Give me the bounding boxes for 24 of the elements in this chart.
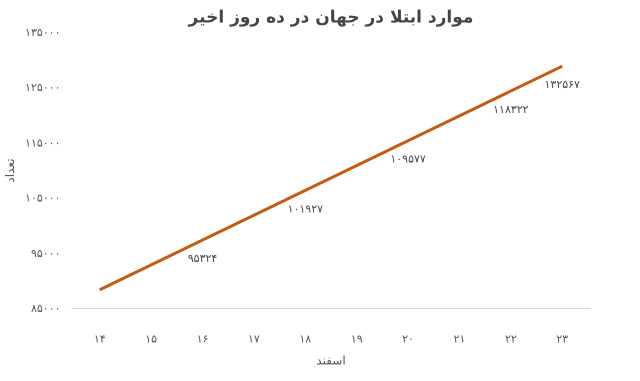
x-tick-label: ۱۸ — [299, 332, 312, 346]
y-tick-label: ۹۵۰۰۰ — [30, 246, 61, 260]
chart-title: موارد ابتلا در جهان در ده روز اخیر — [188, 8, 474, 28]
y-tick-label: ۱۱۵۰۰۰ — [25, 136, 61, 150]
x-tick-label: ۲۱ — [454, 332, 466, 346]
x-tick-label: ۱۶ — [196, 332, 208, 346]
y-axis-title: تعداد — [3, 158, 18, 183]
x-tick-label: ۱۵ — [145, 332, 158, 346]
annotation: ۱۱۸۳۲۲ — [493, 103, 529, 116]
annotation: ۹۵۳۲۴ — [188, 252, 218, 266]
y-tick-label: ۸۵۰۰۰ — [30, 302, 61, 315]
x-axis-title: اسفند — [316, 354, 346, 368]
x-tick-label: ۱۴ — [94, 332, 106, 346]
y-tick-label: ۱۲۵۰۰۰ — [25, 81, 61, 94]
y-tick-label: ۱۳۵۰۰۰ — [25, 26, 61, 39]
x-tick-label: ۱۹ — [350, 332, 363, 346]
annotation: ۱۰۱۹۲۷ — [288, 202, 324, 216]
x-tick-label: ۲۰ — [402, 332, 414, 346]
y-tick-label: ۱۰۵۰۰۰ — [25, 192, 61, 205]
x-tick-label: ۱۷ — [248, 332, 260, 346]
annotation: ۱۳۲۵۶۷ — [544, 78, 580, 92]
x-tick-label: ۲۳ — [556, 332, 568, 346]
annotation: ۱۰۹۵۷۷ — [390, 152, 426, 166]
x-tick-label: ۲۲ — [504, 332, 517, 346]
